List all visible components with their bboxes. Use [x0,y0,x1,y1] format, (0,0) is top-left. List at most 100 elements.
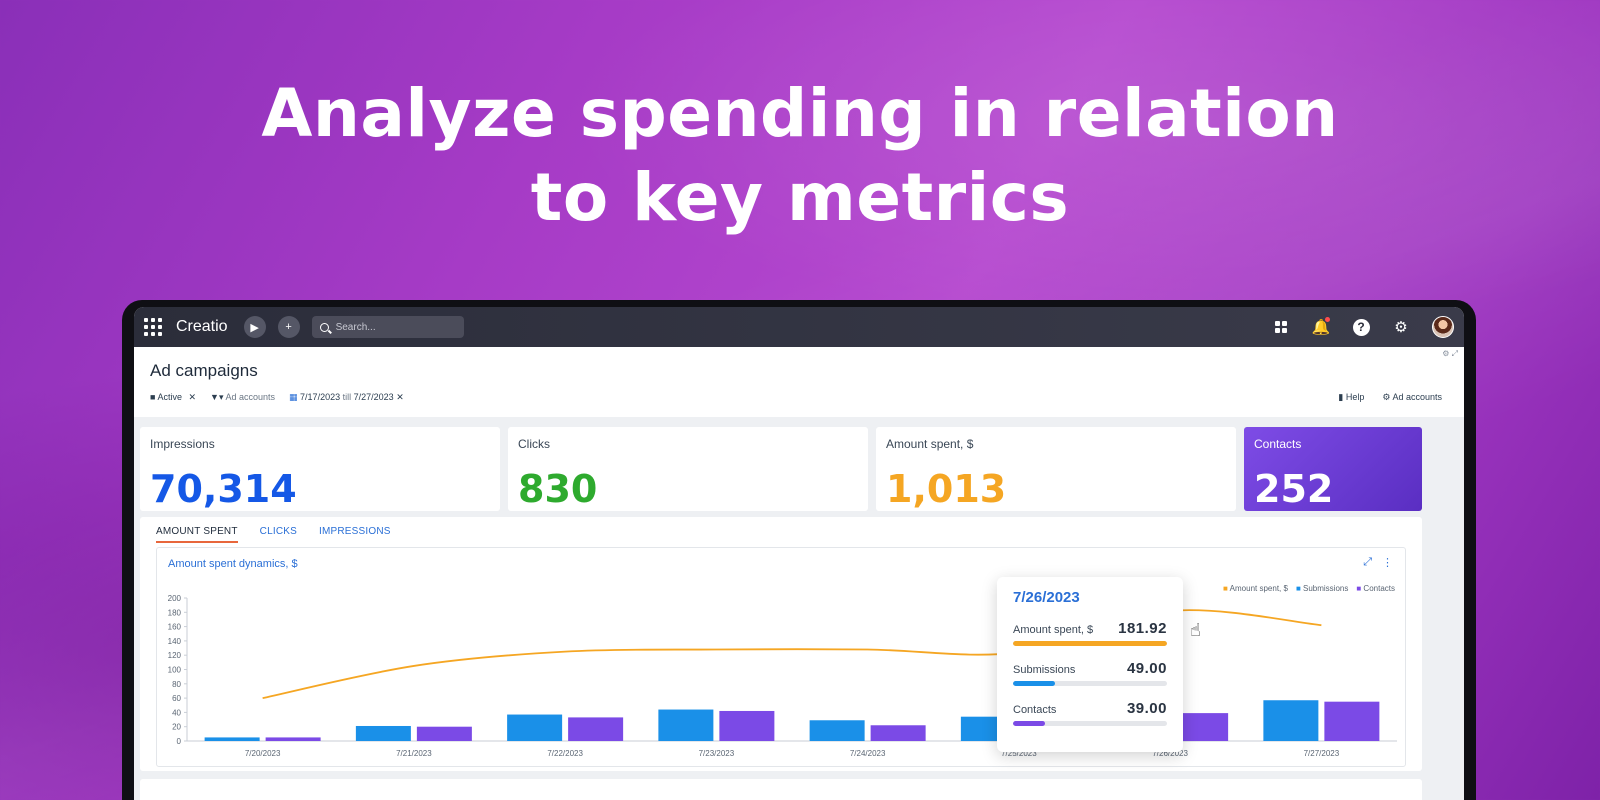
ad-accounts-button[interactable]: ⚙ Ad accounts [1382,392,1442,403]
help-label: Help [1345,392,1365,402]
tab-impressions[interactable]: IMPRESSIONS [319,526,391,537]
bar-submissions [658,709,714,741]
help-icon[interactable]: ? [1352,318,1370,336]
apps-icon[interactable] [1272,318,1290,336]
kpi-label: Amount spent, $ [886,437,974,451]
tooltip-bar [1013,641,1167,646]
book-icon: ▮ [1338,392,1344,402]
kpi-value: 70,314 [150,467,297,511]
close-icon[interactable]: ✕ [396,392,404,402]
chart-legend: Amount spent, $ Submissions Contacts [1223,584,1395,593]
tooltip-label: Contacts [1013,704,1057,716]
play-icon[interactable]: ▶ [243,316,266,338]
chart-title: Amount spent dynamics, $ [168,558,298,570]
kpi-row: Impressions 70,314 Clicks 830 Amount spe… [140,427,1422,511]
tooltip-label: Amount spent, $ [1013,624,1094,636]
filter-bar: ■ Active ✕ ▼▾ Ad accounts ▦ 7/17/2023 ti… [150,392,404,403]
plus-icon[interactable]: + [277,316,300,338]
chart-tooltip: 7/26/2023 Amount spent, $ 181.92 Submiss… [997,577,1183,752]
y-tick-label: 0 [177,737,182,746]
apps-grid-icon[interactable] [144,318,162,336]
tooltip-row: Submissions 49.00 [1013,660,1167,677]
bar-contacts [265,737,321,741]
close-icon[interactable]: ✕ [188,392,197,402]
tooltip-bar [1013,721,1167,726]
tooltip-bar [1013,681,1167,686]
legend-item[interactable]: Contacts [1356,584,1395,593]
x-tick-label: 7/25/2023 [1001,749,1037,758]
x-tick-label: 7/23/2023 [699,749,735,758]
gear-icon: ⚙ [1382,392,1391,402]
pointer-cursor-icon: ☝ [1190,620,1201,640]
y-tick-label: 80 [172,680,181,689]
tooltip-value: 49.00 [1126,660,1167,677]
x-tick-label: 7/21/2023 [396,749,432,758]
ad-accounts-label: Ad accounts [1392,392,1442,402]
expand-icon[interactable]: ⤢ [1363,556,1372,568]
ad-accounts-filter-label: Ad accounts [225,392,276,402]
date-till-label: till [342,392,352,402]
date-filter[interactable]: ▦ 7/17/2023 till 7/27/2023 ✕ [289,392,404,403]
y-tick-label: 100 [168,666,182,675]
help-button[interactable]: ▮ Help [1338,392,1364,403]
chart-tools: ⤢ ⋮ [1363,556,1393,569]
search-input[interactable]: Search... [311,316,464,338]
bar-submissions [204,737,260,741]
y-tick-label: 40 [172,708,181,717]
header-actions: ▮ Help ⚙ Ad accounts [1338,392,1442,403]
kpi-contacts[interactable]: Contacts 252 [1244,427,1422,511]
tab-clicks[interactable]: CLICKS [259,526,297,537]
y-tick-label: 160 [168,623,182,632]
top-bar: Creatio ▶ + Search... 🔔 ? ⚙ [134,307,1464,347]
chart-plot: 0 20 40 60 80 100 120 140 160 180 200 7/20/2023 7/21… [168,594,1397,758]
x-tick-label: 7/20/2023 [245,749,281,758]
x-tick-label: 7/26/2023 [1152,749,1188,758]
bell-icon[interactable]: 🔔 [1311,317,1331,336]
kpi-value: 252 [1254,467,1334,511]
ad-accounts-filter[interactable]: ▼▾ Ad accounts [210,392,275,403]
date-from: 7/17/2023 [300,392,341,402]
status-filter[interactable]: ■ Active ✕ [150,392,196,403]
logo[interactable]: Creatio [176,318,228,335]
bottom-panel [140,779,1422,800]
funnel-icon: ▼▾ [210,392,224,402]
chart-panel: AMOUNT SPENT CLICKS IMPRESSIONS Amount s… [140,517,1422,771]
kpi-label: Clicks [518,437,550,451]
search-placeholder: Search... [335,321,376,333]
kpi-clicks[interactable]: Clicks 830 [508,427,868,511]
kpi-amount-spent[interactable]: Amount spent, $ 1,013 [876,427,1236,511]
y-tick-label: 140 [168,637,182,646]
tooltip-date: 7/26/2023 [1013,589,1080,606]
kpi-value: 1,013 [886,467,1007,511]
date-to: 7/27/2023 [353,392,394,402]
y-tick-label: 120 [168,651,182,660]
avatar[interactable] [1432,316,1454,338]
bar-contacts [870,725,926,741]
bar-contacts [416,726,472,741]
notification-dot [1325,317,1330,322]
settings-small-icon[interactable]: ⚙ [1442,349,1450,358]
more-icon[interactable]: ⋮ [1382,557,1393,569]
tab-amount-spent[interactable]: AMOUNT SPENT [156,526,238,543]
headline: Analyze spending in relation to key metr… [0,72,1600,240]
y-tick-label: 200 [168,594,182,603]
tooltip-label: Submissions [1013,664,1076,676]
headline-line-1: Analyze spending in relation [261,75,1339,152]
legend-item[interactable]: Submissions [1296,584,1348,593]
gear-icon[interactable]: ⚙ [1394,319,1408,336]
bar-submissions [809,720,865,741]
bar-contacts [719,710,775,741]
x-tick-label: 7/27/2023 [1304,749,1340,758]
kpi-impressions[interactable]: Impressions 70,314 [140,427,500,511]
top-right-icons: 🔔 ? ⚙ [1272,316,1454,338]
calendar-icon: ▦ [289,392,298,402]
app-window: Creatio ▶ + Search... 🔔 ? ⚙ ⚙ ⤢ Ad campa… [134,307,1464,800]
expand-small-icon[interactable]: ⤢ [1451,349,1458,358]
chart-box: Amount spent dynamics, $ ⤢ ⋮ Amount spen… [156,547,1406,767]
page-header: ⚙ ⤢ Ad campaigns ■ Active ✕ ▼▾ Ad accoun… [134,347,1464,417]
legend-item[interactable]: Amount spent, $ [1223,584,1288,593]
y-tick-label: 60 [172,694,181,703]
y-tick-label: 20 [172,723,181,732]
bar-submissions [507,714,563,741]
tooltip-row: Contacts 39.00 [1013,700,1167,717]
